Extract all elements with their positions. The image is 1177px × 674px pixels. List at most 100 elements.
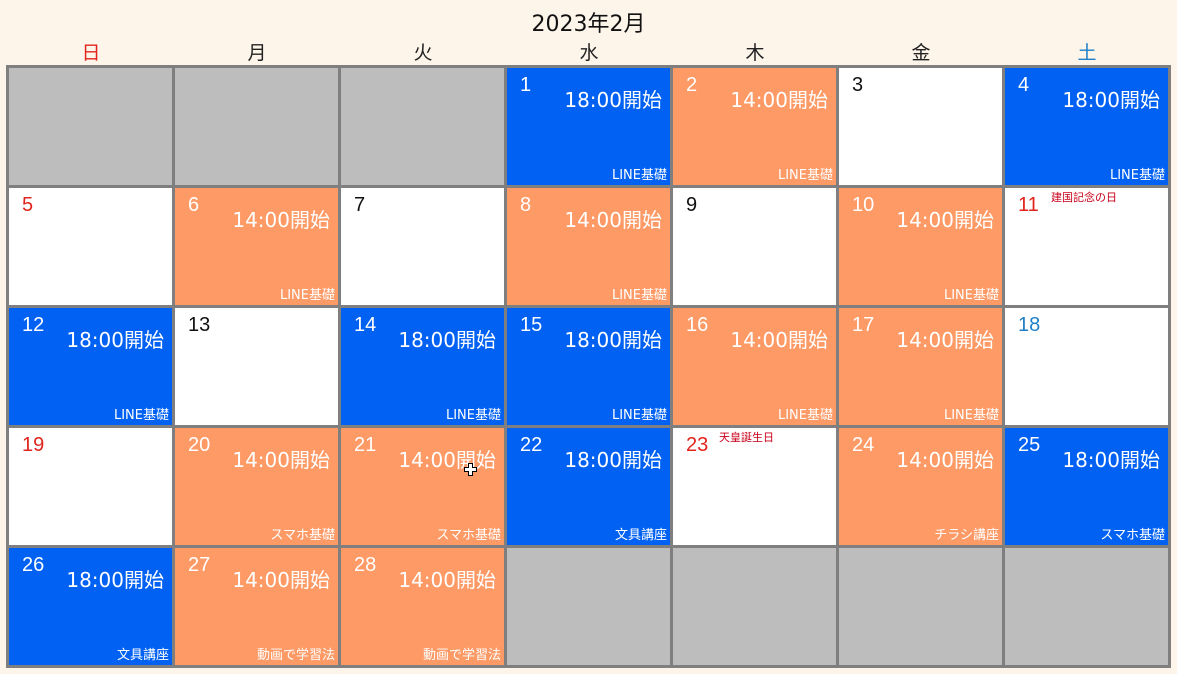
event-time: 18:00開始 bbox=[66, 568, 164, 592]
cursor-move-icon bbox=[464, 463, 477, 476]
calendar-cell-day-5[interactable]: 5 bbox=[9, 188, 172, 305]
event-time: 14:00開始 bbox=[564, 208, 662, 232]
calendar-cell-day-21[interactable]: 21 14:00開始スマホ基礎 bbox=[341, 428, 504, 545]
weekday-mon: 月 bbox=[247, 42, 267, 64]
day-number: 21 bbox=[354, 434, 377, 456]
calendar-cell-empty bbox=[9, 68, 172, 185]
day-number: 14 bbox=[354, 314, 377, 336]
calendar-cell-day-18[interactable]: 18 bbox=[1005, 308, 1168, 425]
day-number: 19 bbox=[22, 434, 45, 456]
event-label: LINE基礎 bbox=[1109, 168, 1165, 183]
calendar-cell-day-9[interactable]: 9 bbox=[673, 188, 836, 305]
calendar-cell-day-16[interactable]: 16 14:00開始 LINE基礎 bbox=[673, 308, 836, 425]
event-label: LINE基礎 bbox=[611, 288, 667, 303]
event-label: LINE基礎 bbox=[943, 288, 999, 303]
weekday-thu: 木 bbox=[745, 42, 765, 64]
event-time: 18:00開始 bbox=[564, 328, 662, 352]
day-number: 7 bbox=[354, 194, 366, 216]
calendar-cell-day-27[interactable]: 27 14:00開始動画で学習法 bbox=[175, 548, 338, 665]
event-time: 14:00開始 bbox=[896, 208, 994, 232]
calendar-grid: 1 18:00開始 LINE基礎 2 14:00開始 LINE基礎 3 4 18:00開始 LIN… bbox=[6, 65, 1171, 668]
day-number: 12 bbox=[22, 314, 45, 336]
calendar-cell-day-13[interactable]: 13 bbox=[175, 308, 338, 425]
calendar-cell-day-20[interactable]: 20 14:00開始スマホ基礎 bbox=[175, 428, 338, 545]
event-time: 14:00開始 bbox=[398, 568, 496, 592]
day-number: 18 bbox=[1018, 314, 1041, 336]
day-number: 17 bbox=[852, 314, 875, 336]
event-time: 18:00開始 bbox=[1062, 88, 1160, 112]
weekday-tue: 火 bbox=[413, 42, 433, 64]
calendar-cell-day-1[interactable]: 1 18:00開始 LINE基礎 bbox=[507, 68, 670, 185]
calendar-cell-day-17[interactable]: 17 14:00開始 LINE基礎 bbox=[839, 308, 1002, 425]
day-number: 26 bbox=[22, 554, 45, 576]
event-label: スマホ基礎 bbox=[1100, 528, 1165, 543]
event-time: 18:00開始 bbox=[398, 328, 496, 352]
calendar-cell-day-6[interactable]: 6 14:00開始 LINE基礎 bbox=[175, 188, 338, 305]
day-number: 4 bbox=[1018, 74, 1030, 96]
event-label: チラシ講座 bbox=[934, 528, 999, 543]
day-number: 10 bbox=[852, 194, 875, 216]
event-label: 動画で学習法 bbox=[422, 648, 501, 663]
calendar-cell-day-3[interactable]: 3 bbox=[839, 68, 1002, 185]
calendar-cell-day-28[interactable]: 28 14:00開始動画で学習法 bbox=[341, 548, 504, 665]
calendar-cell-empty bbox=[839, 548, 1002, 665]
calendar-cell-day-24[interactable]: 24 14:00開始 チラシ講座 bbox=[839, 428, 1002, 545]
calendar-cell-day-26[interactable]: 26 18:00開始文具講座 bbox=[9, 548, 172, 665]
calendar-cell-empty bbox=[673, 548, 836, 665]
event-label: LINE基礎 bbox=[943, 408, 999, 423]
day-number: 25 bbox=[1018, 434, 1041, 456]
holiday-name: 建国記念の日 bbox=[1051, 191, 1117, 204]
day-number: 9 bbox=[686, 194, 698, 216]
calendar-cell-day-14[interactable]: 14 18:00開始 LINE基礎 bbox=[341, 308, 504, 425]
event-time: 14:00開始 bbox=[232, 568, 330, 592]
event-time: 14:00開始 bbox=[232, 448, 330, 472]
calendar-cell-day-23[interactable]: 23 天皇誕生日 bbox=[673, 428, 836, 545]
event-label: 動画で学習法 bbox=[256, 648, 335, 663]
calendar-cell-day-11[interactable]: 11 建国記念の日 bbox=[1005, 188, 1168, 305]
calendar-cell-day-25[interactable]: 25 18:00開始スマホ基礎 bbox=[1005, 428, 1168, 545]
calendar-cell-empty bbox=[507, 548, 670, 665]
calendar-cell-day-2[interactable]: 2 14:00開始 LINE基礎 bbox=[673, 68, 836, 185]
weekday-wed: 水 bbox=[579, 42, 599, 64]
weekday-sun: 日 bbox=[81, 42, 101, 64]
event-time: 18:00開始 bbox=[66, 328, 164, 352]
calendar-cell-day-10[interactable]: 10 14:00開始 LINE基礎 bbox=[839, 188, 1002, 305]
event-label: スマホ基礎 bbox=[270, 528, 335, 543]
event-label: LINE基礎 bbox=[611, 168, 667, 183]
calendar-cell-day-22[interactable]: 22 18:00開始 文具講座 bbox=[507, 428, 670, 545]
event-time: 14:00開始 bbox=[232, 208, 330, 232]
calendar-cell-day-8[interactable]: 8 14:00開始 LINE基礎 bbox=[507, 188, 670, 305]
weekday-header: 日 月 火 水 木 金 土 bbox=[8, 42, 1170, 64]
event-label: 文具講座 bbox=[614, 528, 667, 543]
calendar-cell-day-4[interactable]: 4 18:00開始 LINE基礎 bbox=[1005, 68, 1168, 185]
event-label: スマホ基礎 bbox=[436, 528, 501, 543]
event-time: 14:00開始 bbox=[896, 328, 994, 352]
day-number: 23 bbox=[686, 434, 709, 456]
calendar-cell-empty bbox=[1005, 548, 1168, 665]
day-number: 28 bbox=[354, 554, 377, 576]
event-time: 14:00開始 bbox=[730, 328, 828, 352]
event-time: 14:00開始 bbox=[398, 448, 496, 472]
calendar-cell-day-12[interactable]: 12 18:00開始 LINE基礎 bbox=[9, 308, 172, 425]
event-label: LINE基礎 bbox=[611, 408, 667, 423]
event-time: 18:00開始 bbox=[1062, 448, 1160, 472]
calendar-cell-empty bbox=[341, 68, 504, 185]
weekday-sat: 土 bbox=[1077, 42, 1097, 64]
day-number: 8 bbox=[520, 194, 532, 216]
day-number: 2 bbox=[686, 74, 698, 96]
day-number: 5 bbox=[22, 194, 34, 216]
day-number: 3 bbox=[852, 74, 864, 96]
calendar-cell-empty bbox=[175, 68, 338, 185]
day-number: 20 bbox=[188, 434, 211, 456]
day-number: 13 bbox=[188, 314, 211, 336]
calendar-cell-day-19[interactable]: 19 bbox=[9, 428, 172, 545]
event-label: LINE基礎 bbox=[445, 408, 501, 423]
event-label: LINE基礎 bbox=[279, 288, 335, 303]
event-time: 18:00開始 bbox=[564, 448, 662, 472]
calendar-cell-day-15[interactable]: 15 18:00開始 LINE基礎 bbox=[507, 308, 670, 425]
calendar-cell-day-7[interactable]: 7 bbox=[341, 188, 504, 305]
day-number: 6 bbox=[188, 194, 200, 216]
day-number: 27 bbox=[188, 554, 211, 576]
event-label: 文具講座 bbox=[116, 648, 169, 663]
day-number: 16 bbox=[686, 314, 709, 336]
